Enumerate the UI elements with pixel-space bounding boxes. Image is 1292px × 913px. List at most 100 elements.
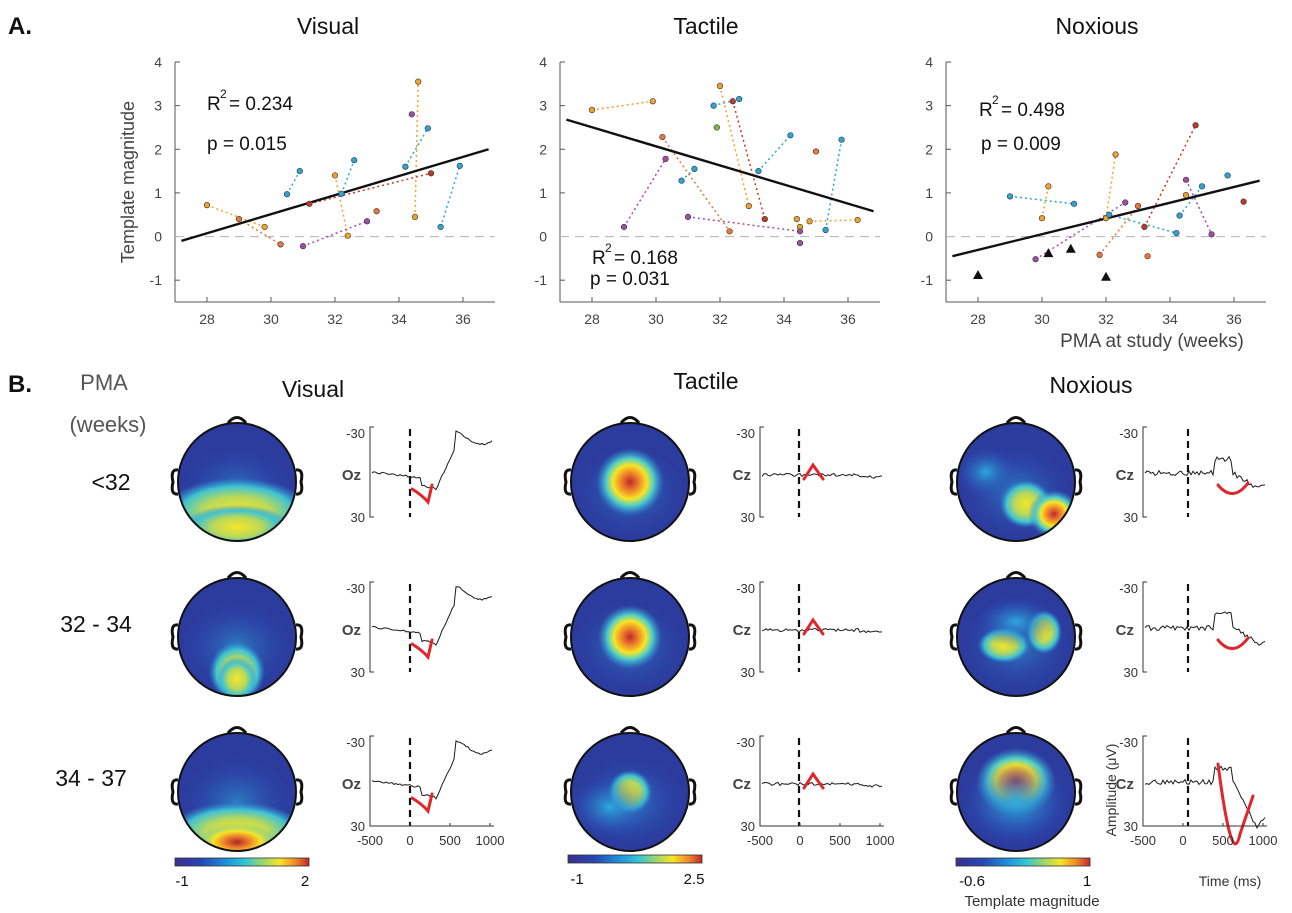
row-label-lt32: <32 <box>91 469 130 495</box>
row-label-34-37: 34 - 37 <box>55 765 127 791</box>
scalp-fill <box>571 733 689 851</box>
erp-y-axis <box>759 735 764 827</box>
column-title-noxious: Noxious <box>1049 372 1132 398</box>
erp-x-tick-label: 500 <box>1212 833 1234 848</box>
data-point <box>1122 199 1129 206</box>
subject-trajectory <box>439 165 461 228</box>
erp-channel-label: Cz <box>733 622 751 639</box>
y-tick-label: -1 <box>150 272 163 288</box>
subject-trajectory <box>1099 205 1139 256</box>
data-point <box>408 111 415 118</box>
x-tick-label: 30 <box>263 311 279 327</box>
subject-trajectory <box>1105 154 1117 219</box>
x-tick-label: 32 <box>327 311 343 327</box>
data-point <box>662 155 669 162</box>
template-fit-curve <box>1216 636 1250 650</box>
data-point <box>1045 183 1052 190</box>
template-fit-curve <box>802 462 825 481</box>
data-point <box>415 78 422 85</box>
scalp-map-tactile-3 <box>563 726 697 852</box>
activation-region <box>598 605 662 669</box>
data-point <box>1173 229 1180 237</box>
left-ear-outline <box>170 778 179 806</box>
right-ear-outline <box>1074 623 1083 651</box>
data-point <box>620 223 628 231</box>
subject-trajectory <box>206 204 265 228</box>
erp-channel-label: Oz <box>342 467 361 484</box>
erp-ytick-top: -30 <box>346 735 365 750</box>
head-outline <box>177 577 297 697</box>
column-title-visual: Visual <box>282 376 344 402</box>
r-squared-r: R <box>979 100 993 121</box>
activation-region <box>966 762 1066 842</box>
erp-traces: -30 30 Oz -30 30 Oz -30 30 Oz -500 0 500 1000 -30 30 Cz… <box>342 426 1278 848</box>
row-label-32-34: 32 - 34 <box>60 611 132 637</box>
data-point <box>678 177 685 184</box>
data-point <box>710 102 717 109</box>
colorbar-noxious-min: -0.6 <box>959 873 985 890</box>
colorbar-tactile-max: 2.5 <box>684 871 705 888</box>
y-tick-label: 1 <box>539 185 547 201</box>
scalp-map-visual-2 <box>170 571 304 697</box>
right-ear-outline <box>688 623 697 651</box>
data-point <box>822 226 829 234</box>
subject-trajectory <box>238 218 281 246</box>
erp-trace <box>371 740 493 800</box>
data-point <box>1198 183 1206 190</box>
nose-outline <box>619 571 641 580</box>
left-ear-outline <box>949 778 958 806</box>
data-point <box>1208 231 1215 238</box>
erp-channel-label: Oz <box>342 622 361 639</box>
erp-visual-1: -30 30 Oz <box>342 426 493 525</box>
scalp-map-visual-1 <box>170 416 304 542</box>
erp-ytick-top: -30 <box>1119 426 1138 441</box>
y-tick-label: -1 <box>535 272 548 288</box>
erp-tactile-3: -30 30 Cz -500 0 500 1000 <box>733 735 895 848</box>
left-ear-outline <box>949 468 958 496</box>
data-point <box>1032 256 1039 263</box>
subject-trajectory <box>757 134 791 172</box>
erp-x-tick-label: 1000 <box>1249 833 1278 848</box>
right-ear-outline <box>1074 778 1083 806</box>
subject-trajectory <box>1041 186 1050 219</box>
data-point <box>806 218 813 225</box>
x-tick-label: 36 <box>840 311 856 327</box>
data-point <box>787 132 794 139</box>
erp-trace <box>761 781 883 788</box>
data-point <box>277 241 284 248</box>
erp-x-tick-label: -500 <box>357 833 383 848</box>
panel-label-b: B. <box>8 371 32 398</box>
data-point <box>1240 198 1247 205</box>
data-point <box>736 95 743 103</box>
data-point <box>1141 223 1148 231</box>
subject-trajectory <box>340 159 355 195</box>
scalp-map-noxious-1 <box>949 416 1083 542</box>
left-ear-outline <box>949 623 958 651</box>
erp-channel-label: Oz <box>342 776 361 793</box>
subject-trajectory <box>1109 214 1177 234</box>
erp-ytick-bottom: 30 <box>351 665 365 680</box>
erp-channel-label: Cz <box>733 776 751 793</box>
erp-trace <box>371 430 493 491</box>
activation-region <box>976 597 1056 647</box>
scalp-map-noxious-2 <box>949 571 1083 697</box>
data-point <box>1144 253 1151 260</box>
nose-outline <box>226 416 248 425</box>
data-point <box>411 213 419 221</box>
pma-header-line2: (weeks) <box>69 412 146 437</box>
subject-trajectory <box>1009 195 1075 205</box>
data-point <box>1112 151 1119 158</box>
subject-trajectory <box>302 220 368 247</box>
right-ear-outline <box>1074 468 1083 496</box>
erp-ytick-top: -30 <box>346 581 365 596</box>
erp-x-tick-label: -500 <box>747 833 773 848</box>
left-ear-outline <box>170 623 179 651</box>
colorbar-visual-min: -1 <box>175 873 188 890</box>
erp-noxious-3: -30 30 Cz -500 0 500 1000 <box>1116 735 1278 848</box>
subject-trajectory <box>1185 179 1213 235</box>
erp-x-tick-label: 0 <box>406 833 413 848</box>
data-point <box>838 136 845 143</box>
r-squared-r: R <box>207 94 221 115</box>
